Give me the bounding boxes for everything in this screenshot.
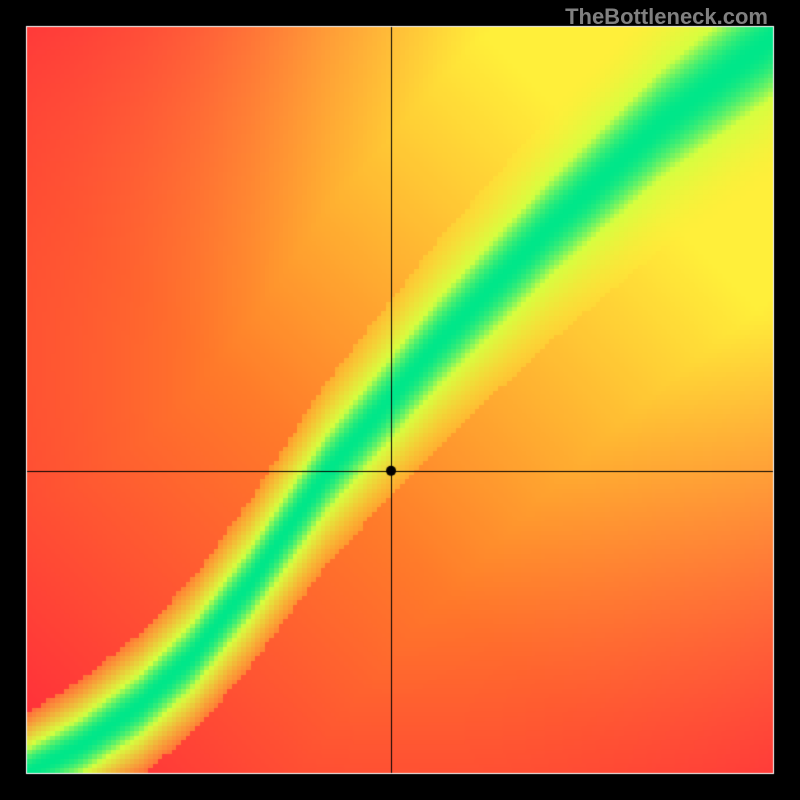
watermark-text: TheBottleneck.com bbox=[565, 4, 768, 30]
bottleneck-heatmap bbox=[0, 0, 800, 800]
